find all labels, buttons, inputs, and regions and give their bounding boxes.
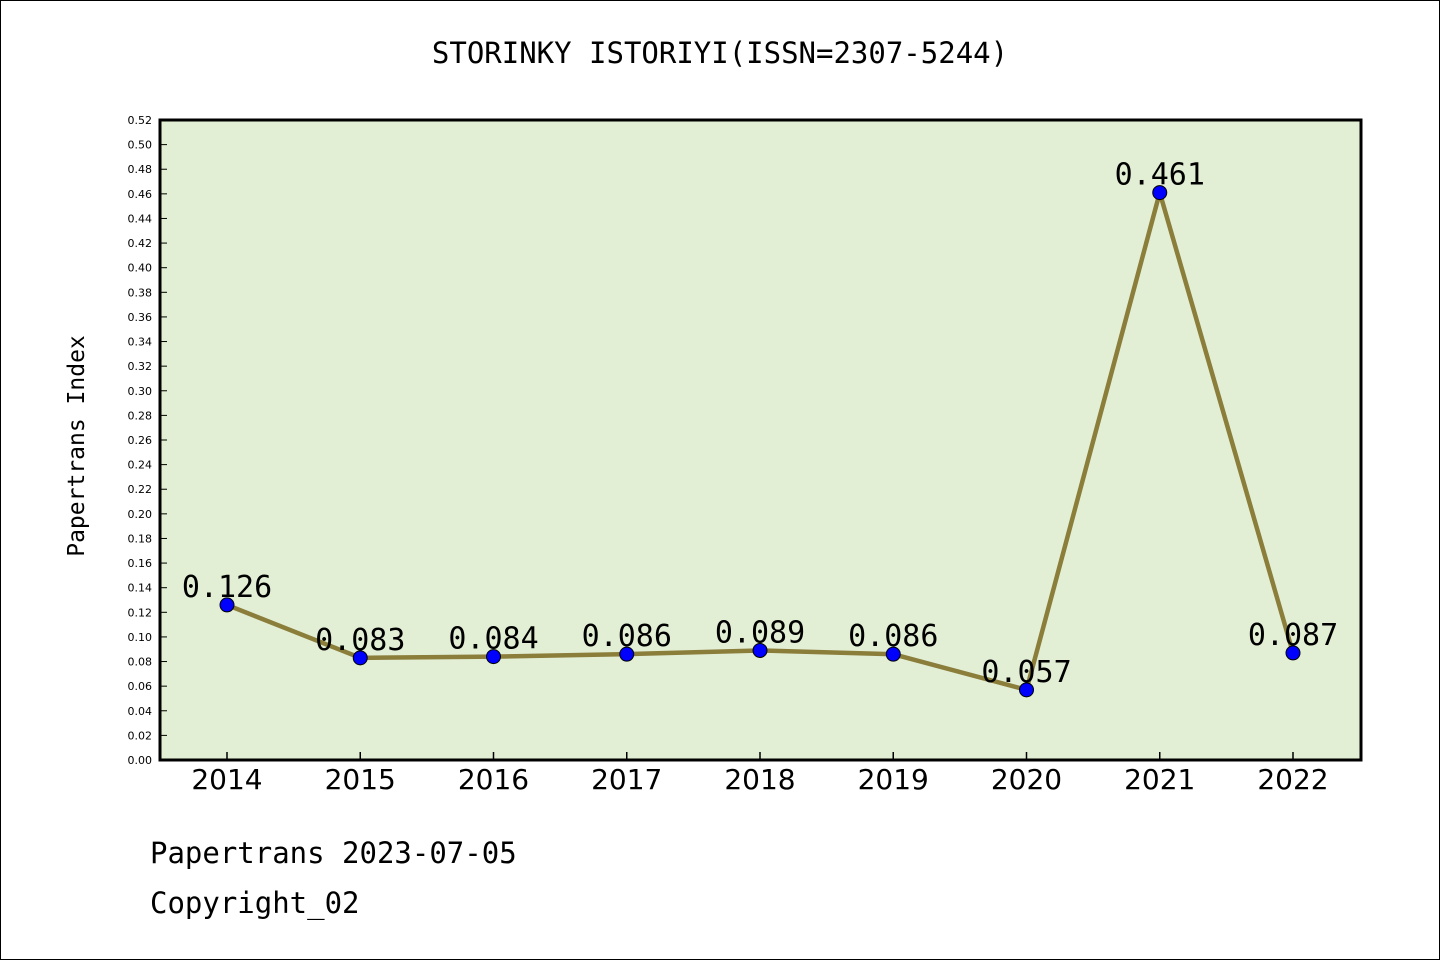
data-label: 0.461 xyxy=(1115,158,1205,193)
x-tick-label: 2019 xyxy=(858,763,929,796)
plot-area xyxy=(160,120,1361,760)
y-tick-label: 0.34 xyxy=(128,336,153,349)
data-markers xyxy=(219,185,1301,698)
data-point xyxy=(1152,185,1168,201)
y-tick-label: 0.42 xyxy=(128,237,153,250)
y-tick-label: 0.24 xyxy=(128,459,153,472)
data-label: 0.087 xyxy=(1248,618,1338,653)
data-label: 0.086 xyxy=(582,619,672,654)
x-tick-label: 2018 xyxy=(724,763,795,796)
y-tick-label: 0.32 xyxy=(128,360,153,373)
plot-border xyxy=(158,118,1363,762)
y-tick-label: 0.12 xyxy=(128,606,153,619)
data-label: 0.086 xyxy=(848,619,938,654)
data-labels: 0.126 0.083 0.084 0.086 0.089 0.086 0.057 0.461… xyxy=(182,158,1338,690)
x-tick-label: 2016 xyxy=(458,763,529,796)
y-tick-label: 0.14 xyxy=(128,582,153,595)
data-label: 0.084 xyxy=(448,622,538,657)
y-axis: 0.00 0.02 0.04 0.06 0.08 0.10 0.12 0.14 0.16 0.18… xyxy=(128,114,167,767)
data-point xyxy=(619,646,635,662)
data-point xyxy=(752,642,768,658)
y-tick-label: 0.18 xyxy=(128,532,153,545)
y-tick-label: 0.10 xyxy=(128,631,153,644)
y-tick-label: 0.00 xyxy=(128,754,153,767)
data-point xyxy=(486,649,501,665)
y-tick-label: 0.30 xyxy=(128,385,153,398)
y-tick-label: 0.50 xyxy=(128,139,153,152)
y-tick-label: 0.26 xyxy=(128,434,153,447)
data-point xyxy=(1285,645,1301,661)
y-tick-label: 0.44 xyxy=(128,212,153,225)
x-tick-label: 2014 xyxy=(191,763,262,796)
x-tick-label: 2017 xyxy=(591,763,662,796)
y-tick-label: 0.38 xyxy=(128,286,153,299)
data-label: 0.083 xyxy=(315,623,405,658)
y-tick-label: 0.28 xyxy=(128,409,153,422)
y-tick-label: 0.52 xyxy=(128,114,153,127)
y-tick-label: 0.48 xyxy=(128,163,153,176)
y-tick-label: 0.40 xyxy=(128,262,153,275)
y-tick-label: 0.02 xyxy=(128,729,153,742)
footer-date: Papertrans 2023-07-05 xyxy=(150,836,517,870)
x-tick-label: 2022 xyxy=(1257,763,1328,796)
footer-copyright: Copyright_02 xyxy=(150,886,360,920)
x-tick-label: 2021 xyxy=(1124,763,1195,796)
y-tick-label: 0.36 xyxy=(128,311,153,324)
y-tick-label: 0.06 xyxy=(128,680,153,693)
chart-title: STORINKY ISTORIYI(ISSN=2307-5244) xyxy=(431,36,1009,70)
y-tick-label: 0.46 xyxy=(128,188,153,201)
data-point xyxy=(352,650,368,666)
y-tick-label: 0.20 xyxy=(128,508,153,521)
data-label: 0.057 xyxy=(981,655,1071,690)
y-tick-label: 0.04 xyxy=(128,705,153,718)
data-label: 0.089 xyxy=(715,615,805,650)
x-axis: 2014 2015 2016 2017 2018 2019 2020 2021 2022 xyxy=(191,752,1329,796)
y-tick-label: 0.22 xyxy=(128,483,153,496)
data-point xyxy=(885,646,901,662)
data-point xyxy=(1019,682,1034,698)
y-tick-label: 0.16 xyxy=(128,557,153,570)
x-tick-label: 2020 xyxy=(991,763,1062,796)
data-point xyxy=(219,597,235,613)
x-tick-label: 2015 xyxy=(325,763,396,796)
y-tick-label: 0.08 xyxy=(128,656,153,669)
data-label: 0.126 xyxy=(182,570,272,605)
